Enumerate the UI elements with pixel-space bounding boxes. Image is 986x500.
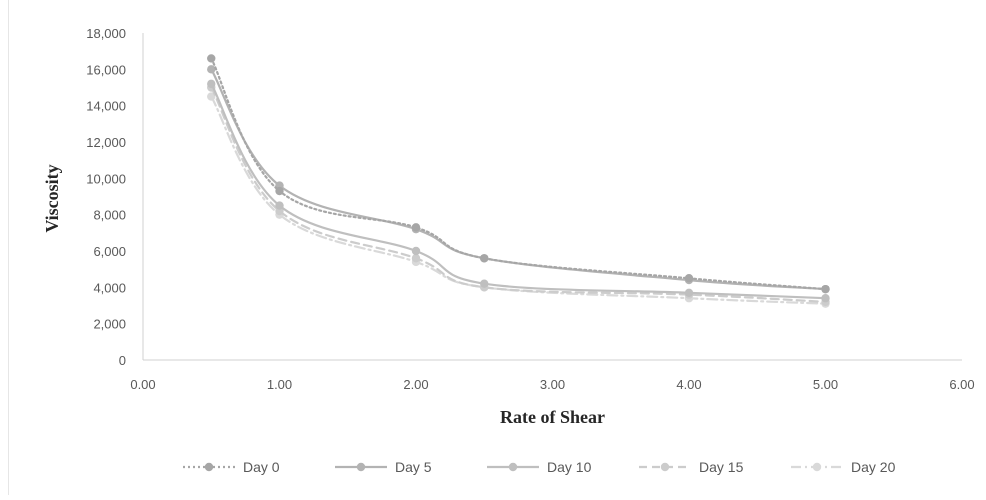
x-tick-label: 6.00 (949, 377, 974, 392)
axes (142, 33, 962, 361)
y-tick-label: 12,000 (86, 135, 126, 150)
data-point (821, 294, 830, 303)
y-tick-label: 8,000 (93, 208, 126, 223)
data-point (275, 201, 284, 210)
x-tick-label: 1.00 (267, 377, 292, 392)
data-point (207, 79, 216, 89)
data-point (411, 254, 421, 263)
data-point (821, 284, 830, 294)
data-point (480, 254, 489, 263)
data-point (411, 246, 421, 256)
x-tick-label: 2.00 (403, 377, 428, 392)
legend-marker (508, 462, 518, 472)
x-tick-label: 3.00 (540, 377, 565, 392)
frame-edge (8, 0, 9, 495)
y-tick-label: 6,000 (93, 244, 126, 259)
legend-marker (812, 462, 822, 472)
x-axis-title: Rate of Shear (500, 407, 605, 427)
y-tick-label: 16,000 (86, 62, 126, 77)
data-point (684, 274, 694, 283)
legend-item: Day 10 (487, 459, 592, 475)
legend-item: Day 20 (791, 459, 896, 475)
series-line (210, 82, 827, 300)
x-tick-label: 5.00 (813, 377, 838, 392)
x-tick-label: 4.00 (676, 377, 701, 392)
legend-label: Day 15 (699, 459, 744, 475)
data-point (275, 186, 284, 196)
data-point (684, 288, 694, 297)
y-tick-label: 0 (119, 353, 126, 368)
data-point (480, 279, 489, 288)
legend-label: Day 20 (851, 459, 896, 475)
series-line (210, 68, 827, 291)
legend-label: Day 10 (547, 459, 592, 475)
legend-marker (660, 462, 670, 472)
legend-item: Day 5 (335, 459, 432, 475)
x-tick-label: 0.00 (130, 377, 155, 392)
y-tick-label: 18,000 (86, 26, 126, 41)
legend-marker (356, 462, 366, 472)
y-axis-title: Viscosity (42, 164, 62, 232)
legend-marker (204, 462, 214, 472)
y-tick-label: 14,000 (86, 99, 126, 114)
legend: Day 0 Day 5 Day 10 Day 15 Day 20 (183, 459, 896, 475)
y-tick-label: 4,000 (93, 280, 126, 295)
data-point (207, 65, 216, 74)
series-day-5 (207, 65, 830, 294)
series-day-15 (207, 83, 830, 307)
data-series (207, 54, 830, 308)
series-line (210, 57, 827, 291)
x-tick-labels: 0.00 1.00 2.00 3.00 4.00 5.00 6.00 (130, 377, 974, 392)
series-day-10 (207, 79, 830, 303)
legend-item: Day 0 (183, 459, 280, 475)
legend-item: Day 15 (639, 459, 744, 475)
series-day-0 (207, 54, 830, 294)
series-day-20 (207, 92, 830, 308)
legend-label: Day 5 (395, 459, 432, 475)
series-line (210, 86, 827, 303)
y-tick-label: 10,000 (86, 171, 126, 186)
data-point (411, 223, 421, 232)
data-point (207, 92, 216, 101)
y-tick-labels: 0 2,000 4,000 6,000 8,000 10,000 12,000 14,000 1… (86, 26, 126, 368)
legend-label: Day 0 (243, 459, 280, 475)
data-point (207, 54, 216, 63)
y-tick-label: 2,000 (93, 317, 126, 332)
